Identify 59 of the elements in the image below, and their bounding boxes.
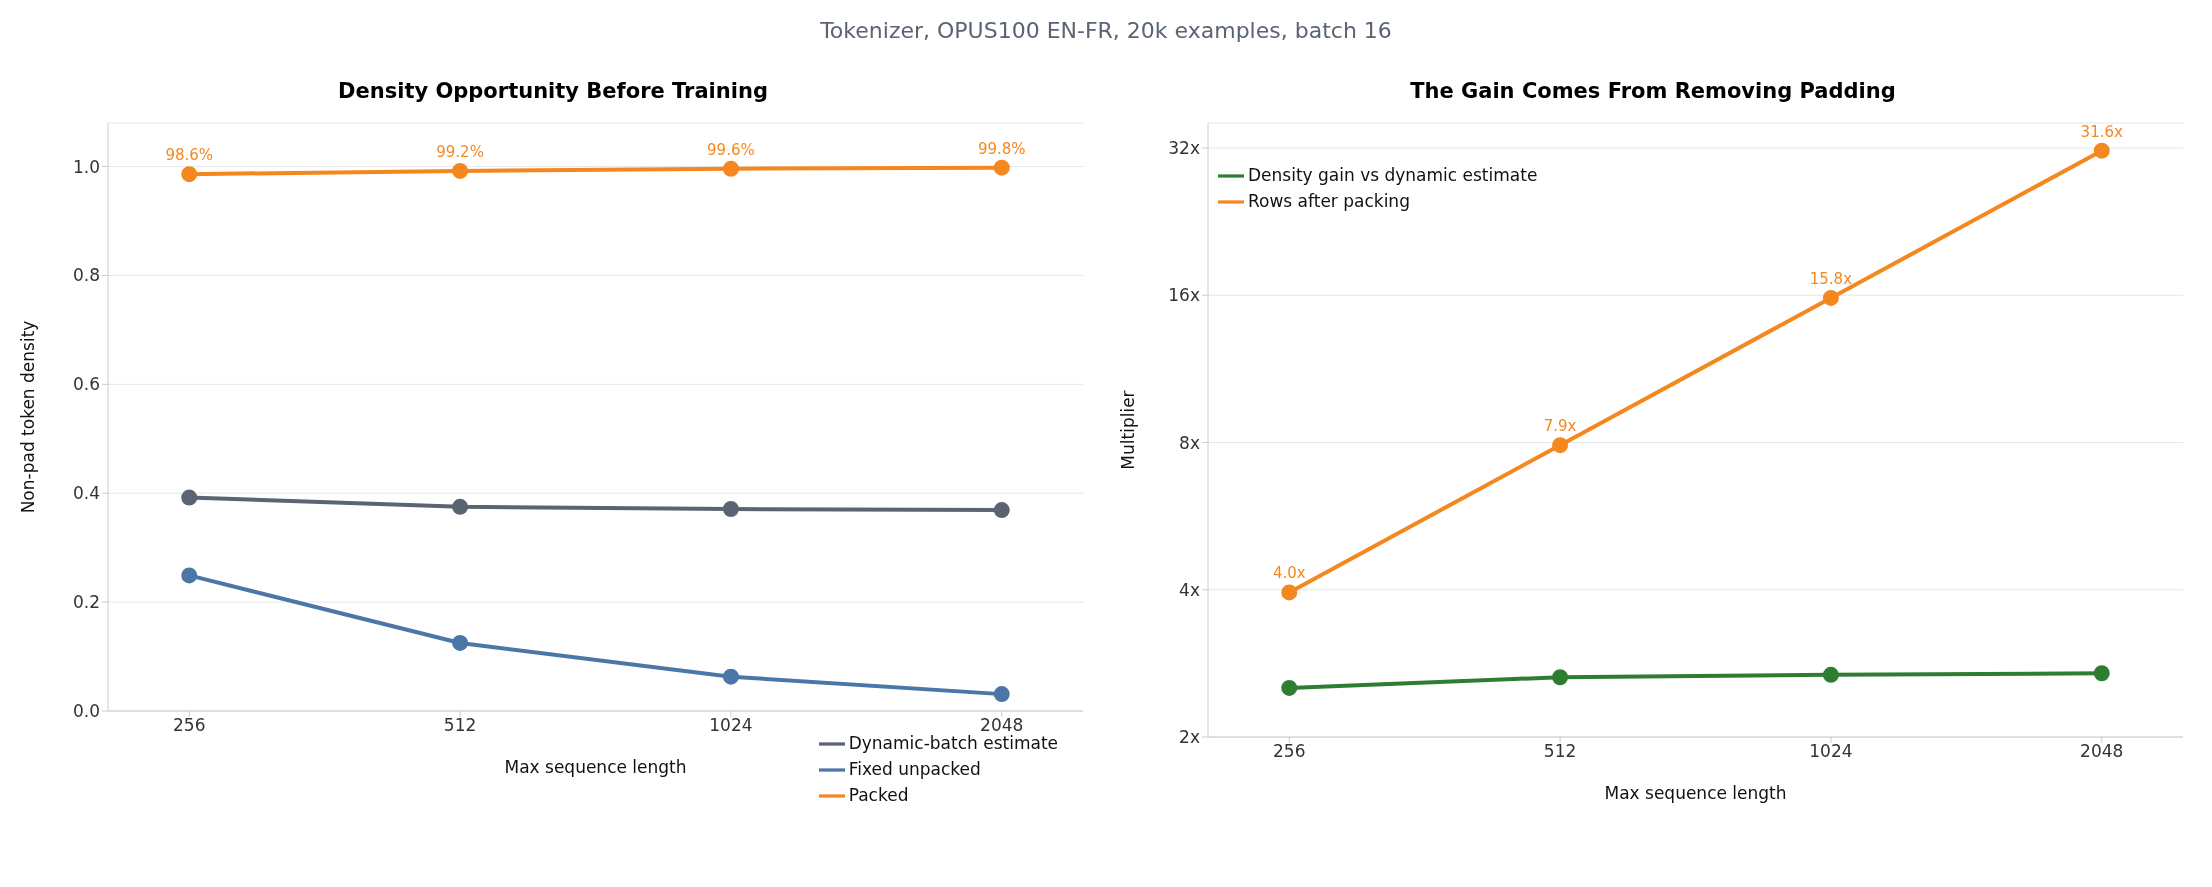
data-label: 4.0x <box>1272 564 1306 583</box>
y-tick-label: 0.6 <box>72 374 100 395</box>
y-axis-title: Non-pad token density <box>18 320 39 514</box>
x-tick-label: 1024 <box>709 715 753 736</box>
chart-title: The Gain Comes From Removing Padding <box>1409 79 1897 105</box>
data-label: 7.9x <box>1543 417 1577 436</box>
point <box>993 502 1010 519</box>
legend-label: Rows after packing <box>1248 191 1410 211</box>
point <box>452 498 469 515</box>
x-tick-label: 512 <box>443 715 477 736</box>
point <box>2093 665 2110 682</box>
x-axis-title: Max sequence length <box>1604 783 1787 803</box>
point <box>181 166 198 183</box>
y-tick-label: 1.0 <box>72 156 100 177</box>
data-label: 31.6x <box>2080 122 2124 141</box>
point <box>1281 584 1298 601</box>
point <box>2093 142 2110 159</box>
legend-label: Packed <box>848 785 909 805</box>
point <box>993 159 1010 176</box>
legend-label: Fixed unpacked <box>848 759 981 779</box>
x-tick-label: 256 <box>173 715 206 736</box>
x-tick-label: 512 <box>1543 741 1577 762</box>
point <box>452 162 469 179</box>
y-tick-label: 16x <box>1168 285 1200 306</box>
y-tick-label: 4x <box>1179 579 1200 600</box>
point <box>1281 679 1298 696</box>
point <box>181 567 198 584</box>
data-label: 15.8x <box>1809 269 1853 288</box>
legend-label: Dynamic-batch estimate <box>848 733 1058 753</box>
point <box>722 668 739 685</box>
point <box>722 501 739 518</box>
point <box>1552 437 1569 454</box>
chart-subtitle: Tokenizer, OPUS100 EN-FR, 20k examples, batch 16 <box>819 17 1393 45</box>
x-tick-label: 2048 <box>2080 741 2124 762</box>
point <box>181 489 198 506</box>
point <box>1552 669 1569 686</box>
data-label: 99.8% <box>977 139 1026 158</box>
y-tick-label: 32x <box>1168 138 1200 159</box>
data-label: 99.6% <box>707 140 755 159</box>
point <box>1822 666 1839 683</box>
point <box>452 634 469 651</box>
point <box>993 686 1010 703</box>
y-tick-label: 0.4 <box>72 483 100 504</box>
point <box>722 160 739 177</box>
x-axis-title: Max sequence length <box>504 757 687 777</box>
y-tick-label: 0.8 <box>72 265 100 286</box>
y-tick-label: 2x <box>1179 727 1200 748</box>
chart-title: Density Opportunity Before Training <box>337 79 769 105</box>
x-tick-label: 1024 <box>1809 741 1853 762</box>
y-tick-label: 0.0 <box>72 701 100 722</box>
x-tick-label: 2048 <box>980 715 1024 736</box>
data-label: 99.2% <box>436 142 484 161</box>
y-axis-title: Multiplier <box>1118 390 1139 470</box>
legend-label: Density gain vs dynamic estimate <box>1248 165 1538 185</box>
x-tick-label: 256 <box>1273 741 1306 762</box>
point <box>1822 289 1839 306</box>
y-tick-label: 0.2 <box>72 592 100 613</box>
y-tick-label: 8x <box>1179 432 1200 453</box>
data-label: 98.6% <box>165 146 214 165</box>
